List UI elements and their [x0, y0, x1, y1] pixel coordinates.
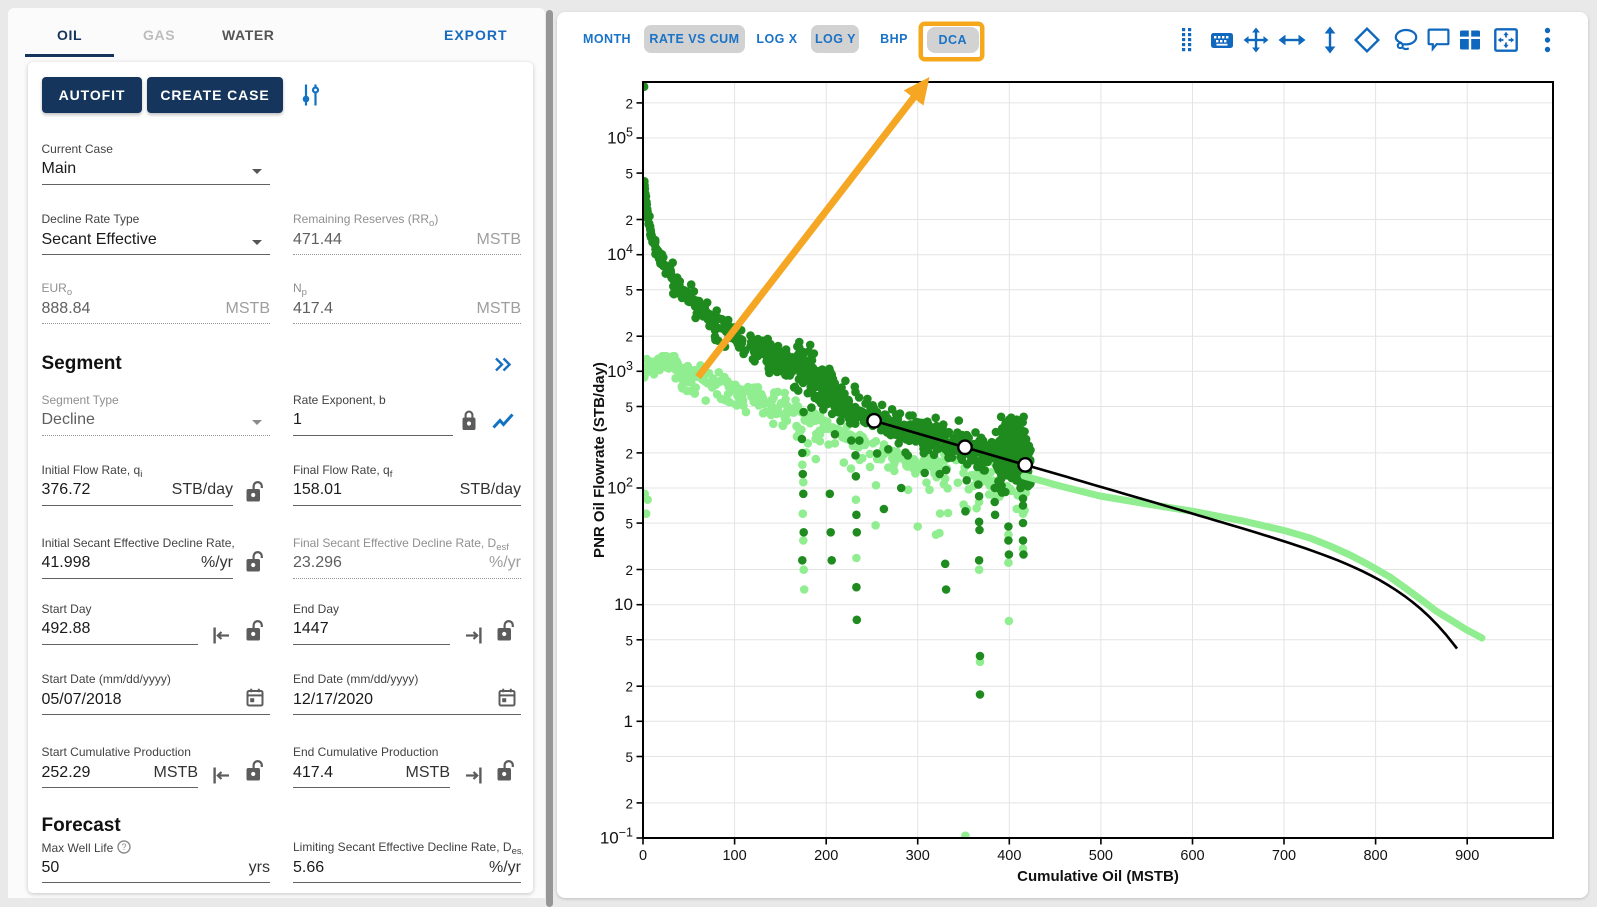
svg-text:600: 600 [1180, 848, 1204, 864]
svg-text:5: 5 [625, 283, 633, 298]
svg-text:800: 800 [1363, 848, 1387, 864]
svg-text:103: 103 [607, 359, 633, 381]
svg-text:5: 5 [625, 633, 633, 648]
svg-text:5: 5 [625, 400, 633, 415]
svg-text:5: 5 [625, 750, 633, 765]
svg-text:2: 2 [625, 213, 633, 228]
svg-text:105: 105 [607, 126, 633, 148]
svg-text:2: 2 [625, 446, 633, 461]
svg-text:900: 900 [1455, 848, 1479, 864]
svg-text:300: 300 [906, 848, 930, 864]
svg-text:200: 200 [814, 848, 838, 864]
svg-text:10: 10 [614, 595, 633, 614]
svg-text:5: 5 [625, 167, 633, 182]
svg-text:100: 100 [722, 848, 746, 864]
svg-text:2: 2 [625, 796, 633, 811]
svg-text:2: 2 [625, 563, 633, 578]
svg-text:0: 0 [639, 848, 647, 864]
svg-text:10−1: 10−1 [600, 826, 633, 848]
svg-text:102: 102 [607, 476, 633, 498]
svg-text:?: ? [121, 842, 126, 852]
svg-text:104: 104 [607, 242, 633, 264]
svg-text:1: 1 [624, 712, 633, 731]
svg-text:PNR Oil Flowrate (STB/day): PNR Oil Flowrate (STB/day) [591, 362, 608, 558]
svg-text:2: 2 [625, 330, 633, 345]
svg-text:5: 5 [625, 517, 633, 532]
svg-text:500: 500 [1089, 848, 1113, 864]
svg-text:400: 400 [997, 848, 1021, 864]
svg-text:Cumulative Oil (MSTB): Cumulative Oil (MSTB) [1017, 868, 1179, 885]
svg-text:2: 2 [625, 680, 633, 695]
svg-text:700: 700 [1272, 848, 1296, 864]
svg-text:2: 2 [625, 96, 633, 111]
